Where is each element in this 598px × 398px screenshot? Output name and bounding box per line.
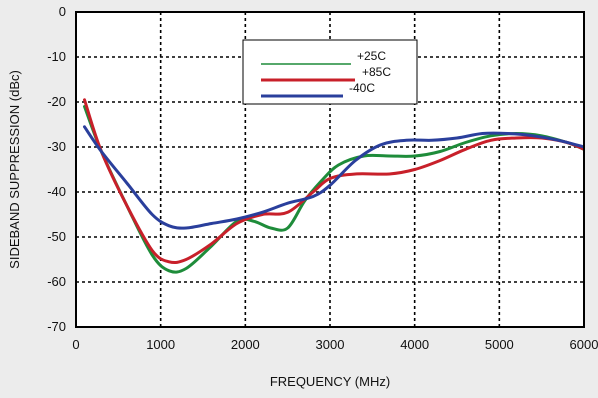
y-tick-label-neg10: -10 (47, 49, 66, 64)
y-tick-label-neg20: -20 (47, 94, 66, 109)
legend-box (242, 39, 418, 105)
legend-label-series-plus25c: +25C (357, 49, 386, 63)
legend-label-series-plus85c: +85C (362, 65, 391, 79)
x-axis-label: FREQUENCY (MHz) (270, 374, 390, 389)
series-plus85c-line (83, 98, 584, 265)
x-tick-label-6000: 6000 (570, 337, 598, 352)
legend: +25C +85C -40C (242, 39, 418, 105)
y-tick-label-neg40: -40 (47, 184, 66, 199)
y-tick-label-neg50: -50 (47, 229, 66, 244)
y-tick-label-0: 0 (59, 4, 66, 19)
y-axis-label: SIDEBAND SUPPRESSION (dBc) (7, 70, 22, 269)
plot-frame (75, 11, 585, 328)
x-tick-label-2000: 2000 (231, 337, 260, 352)
y-tick-label-neg30: -30 (47, 139, 66, 154)
series-minus40c-line (83, 125, 584, 230)
x-tick-label-0: 0 (72, 337, 79, 352)
legend-label-series-minus40c: -40C (349, 81, 375, 95)
y-tick-label-neg60: -60 (47, 274, 66, 289)
x-tick-label-5000: 5000 (485, 337, 514, 352)
x-tick-label-3000: 3000 (316, 337, 345, 352)
x-tick-label-4000: 4000 (400, 337, 429, 352)
y-tick-label-neg70: -70 (47, 319, 66, 334)
x-tick-label-1000: 1000 (146, 337, 175, 352)
